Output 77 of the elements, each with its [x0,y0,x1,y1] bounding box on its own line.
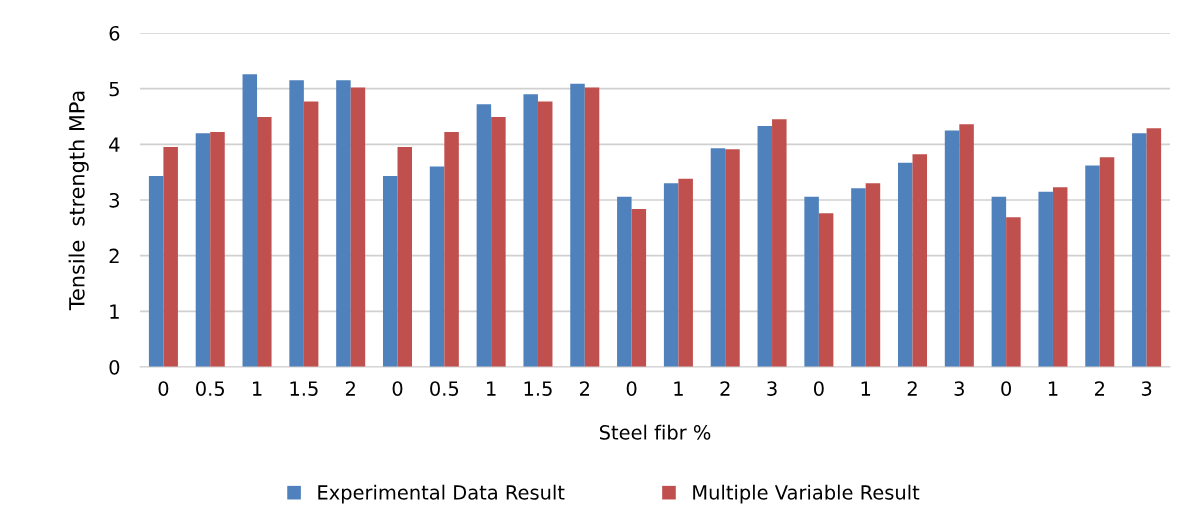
bar [663,183,679,367]
x-tick-label: 1.5 [290,381,318,396]
bar [818,213,834,367]
x-tick-label: 1 [253,381,262,396]
x-tick-label: 2 [907,381,917,396]
x-tick-label: 3 [767,381,777,396]
bar [1099,157,1115,367]
bar [289,80,304,367]
x-tick-label: 3 [1141,381,1152,396]
x-tick-label: 1.5 [524,381,552,396]
bar [1006,217,1021,367]
bar [725,149,740,367]
x-axis-title: Steel fibr % [599,424,711,440]
x-tick-label: 0 [626,381,637,396]
bar [617,196,632,367]
bar [772,119,787,367]
x-tick-label: 1 [674,381,683,396]
bar [944,130,960,367]
y-tick-label: 5 [109,81,119,97]
bar [257,117,272,367]
x-tick-label: 1 [487,381,496,396]
bar [382,176,398,367]
bar [397,147,413,367]
bar [163,147,178,367]
bar [912,154,928,367]
bar [804,196,819,367]
bar [757,125,773,367]
y-tick-label: 4 [109,137,120,152]
bar [148,176,164,367]
bar [1085,165,1100,367]
bar [1146,128,1162,367]
bar [851,188,866,367]
bar [897,162,913,367]
x-tick-label: 2 [720,381,730,396]
bar [242,74,258,367]
bar [865,183,881,367]
x-tick-label: 0 [813,381,824,396]
bar [991,196,1007,367]
bar [476,104,492,367]
legend-label: Experimental Data Result [318,484,565,504]
bar [1038,191,1053,367]
x-tick-label: 3 [954,381,964,396]
bar [959,124,974,367]
x-tick-label: 0 [158,381,169,396]
x-tick-label: 1 [1048,381,1058,396]
bar [303,101,319,367]
bar [570,83,585,367]
x-tick-label: 0 [1001,381,1012,396]
y-tick-label: 2 [109,248,119,264]
bar [210,132,225,367]
bar [491,117,506,367]
bar [444,132,459,367]
y-axis-title: Tensile strength MPa [68,91,89,311]
bar [537,101,553,367]
x-tick-label: 0 [392,381,403,396]
bar [523,94,538,367]
legend-label: Multiple Variable Result [693,484,920,504]
y-tick-label: 6 [109,25,120,41]
x-tick-label: 2 [580,381,590,396]
bar [584,87,600,367]
x-tick-label: 2 [1095,381,1105,396]
bar [350,87,366,367]
bar [429,166,445,367]
x-tick-label: 0.5 [430,381,459,396]
bar [631,208,647,367]
bar [336,80,351,367]
y-tick-label: 3 [109,192,119,208]
y-tick-label: 0 [109,359,120,375]
x-tick-label: 0.5 [196,381,224,396]
x-tick-label: 2 [345,381,355,396]
x-tick-label: 1 [861,381,871,396]
y-tick-label: 1 [110,304,119,319]
bar [195,133,211,367]
bar [710,148,726,367]
bar [1132,133,1147,367]
bar [678,178,693,367]
bar [1052,187,1068,367]
